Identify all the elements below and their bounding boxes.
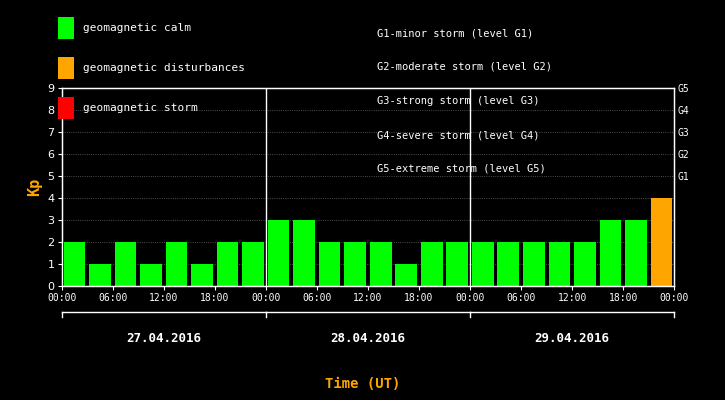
Bar <box>115 242 136 286</box>
Bar <box>217 242 239 286</box>
Bar <box>268 220 289 286</box>
Text: G1-minor storm (level G1): G1-minor storm (level G1) <box>377 28 534 38</box>
Bar <box>523 242 544 286</box>
Text: Time (UT): Time (UT) <box>325 377 400 391</box>
Text: 27.04.2016: 27.04.2016 <box>126 332 202 344</box>
Bar <box>549 242 571 286</box>
Bar <box>319 242 341 286</box>
Bar <box>600 220 621 286</box>
Bar <box>140 264 162 286</box>
Text: G5-extreme storm (level G5): G5-extreme storm (level G5) <box>377 164 546 174</box>
Bar <box>165 242 187 286</box>
Bar <box>89 264 111 286</box>
Bar <box>421 242 442 286</box>
Bar <box>650 198 672 286</box>
Bar <box>574 242 596 286</box>
Text: 29.04.2016: 29.04.2016 <box>534 332 610 344</box>
Bar <box>294 220 315 286</box>
Bar <box>242 242 264 286</box>
Text: G4-severe storm (level G4): G4-severe storm (level G4) <box>377 130 539 140</box>
Text: G3-strong storm (level G3): G3-strong storm (level G3) <box>377 96 539 106</box>
Y-axis label: Kp: Kp <box>27 178 42 196</box>
Bar <box>64 242 86 286</box>
Bar <box>191 264 213 286</box>
Bar <box>497 242 519 286</box>
Text: geomagnetic calm: geomagnetic calm <box>83 23 191 33</box>
Text: geomagnetic disturbances: geomagnetic disturbances <box>83 63 244 73</box>
Bar <box>370 242 392 286</box>
Bar <box>472 242 494 286</box>
Bar <box>395 264 417 286</box>
Bar <box>344 242 366 286</box>
Bar <box>447 242 468 286</box>
Text: 28.04.2016: 28.04.2016 <box>331 332 405 344</box>
Text: G2-moderate storm (level G2): G2-moderate storm (level G2) <box>377 62 552 72</box>
Text: geomagnetic storm: geomagnetic storm <box>83 103 197 113</box>
Bar <box>625 220 647 286</box>
